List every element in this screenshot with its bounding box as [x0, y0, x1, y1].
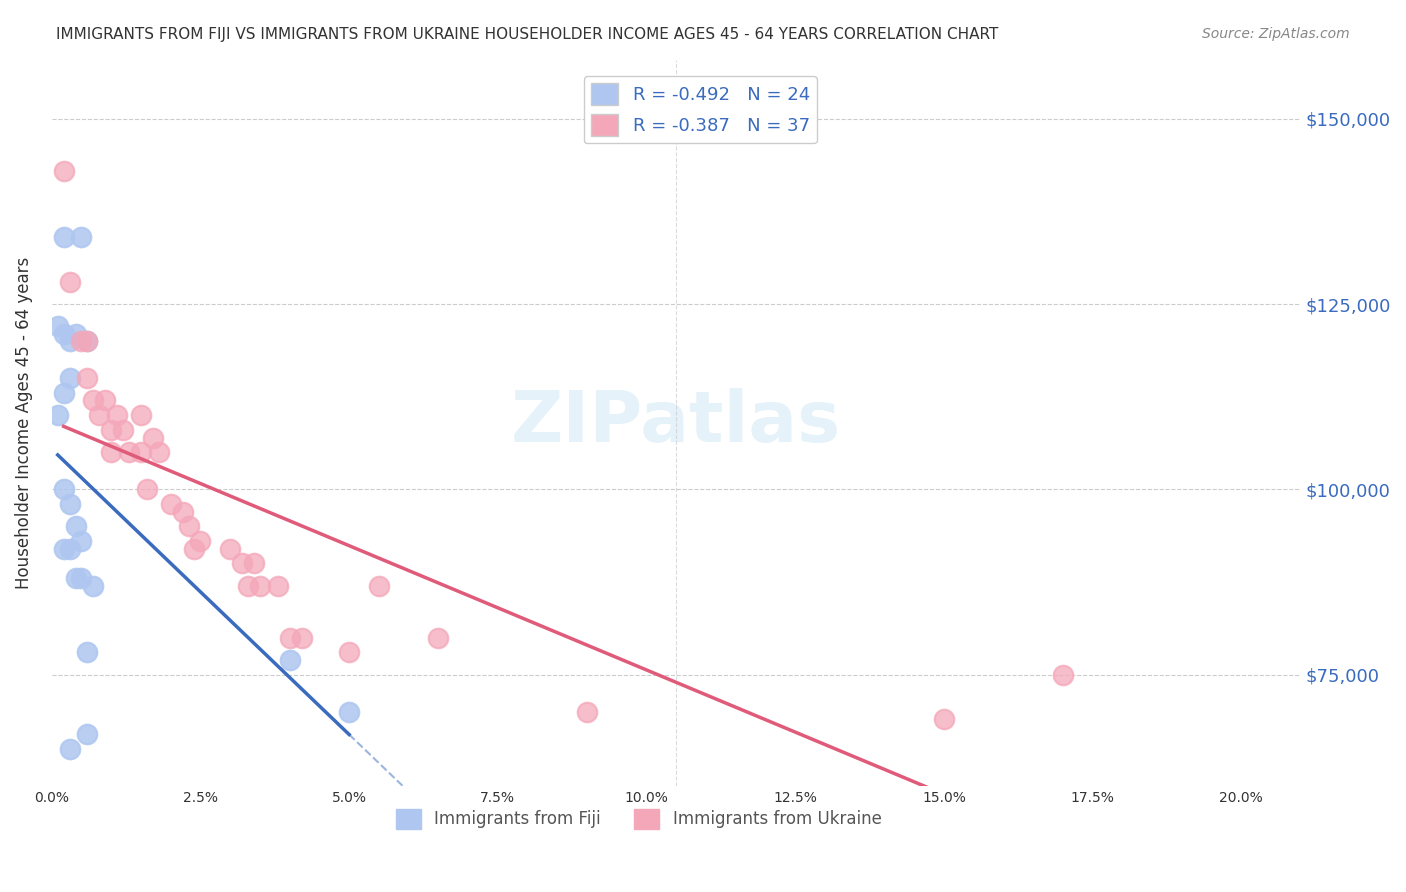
Y-axis label: Householder Income Ages 45 - 64 years: Householder Income Ages 45 - 64 years: [15, 257, 32, 589]
Point: [52, 163, 75, 178]
Point: [58, 371, 80, 385]
Point: [129, 409, 152, 423]
Text: ZIPatlas: ZIPatlas: [512, 388, 841, 458]
Point: [219, 541, 242, 556]
Text: IMMIGRANTS FROM FIJI VS IMMIGRANTS FROM UKRAINE HOUSEHOLDER INCOME AGES 45 - 64 : IMMIGRANTS FROM FIJI VS IMMIGRANTS FROM …: [56, 27, 998, 42]
Point: [94, 393, 117, 408]
Point: [427, 631, 450, 645]
Point: [58, 497, 80, 511]
Point: [82, 579, 104, 593]
Point: [65, 571, 87, 585]
Point: [231, 557, 253, 571]
Point: [236, 579, 259, 593]
Point: [58, 275, 80, 289]
Point: [76, 334, 98, 348]
Point: [159, 497, 181, 511]
Point: [46, 319, 69, 334]
Point: [932, 712, 955, 726]
Point: [142, 430, 165, 444]
Legend: Immigrants from Fiji, Immigrants from Ukraine: Immigrants from Fiji, Immigrants from Uk…: [389, 802, 889, 836]
Point: [52, 541, 75, 556]
Point: [183, 541, 205, 556]
Point: [76, 727, 98, 741]
Point: [105, 409, 128, 423]
Point: [76, 371, 98, 385]
Point: [278, 653, 301, 667]
Point: [52, 386, 75, 401]
Point: [100, 445, 122, 459]
Point: [1052, 667, 1074, 681]
Point: [52, 483, 75, 497]
Point: [278, 631, 301, 645]
Point: [52, 230, 75, 244]
Point: [148, 445, 170, 459]
Point: [337, 705, 360, 719]
Point: [129, 445, 152, 459]
Point: [243, 557, 266, 571]
Point: [58, 334, 80, 348]
Point: [100, 423, 122, 437]
Point: [82, 393, 104, 408]
Point: [135, 483, 157, 497]
Point: [52, 326, 75, 341]
Point: [118, 445, 141, 459]
Point: [112, 423, 135, 437]
Point: [70, 334, 93, 348]
Point: [190, 534, 212, 549]
Point: [177, 519, 200, 533]
Point: [337, 645, 360, 659]
Point: [290, 631, 312, 645]
Point: [65, 519, 87, 533]
Point: [172, 505, 194, 519]
Point: [576, 705, 599, 719]
Point: [70, 534, 93, 549]
Point: [65, 326, 87, 341]
Point: [58, 741, 80, 756]
Point: [70, 571, 93, 585]
Point: [46, 409, 69, 423]
Point: [267, 579, 290, 593]
Point: [367, 579, 389, 593]
Text: Source: ZipAtlas.com: Source: ZipAtlas.com: [1202, 27, 1350, 41]
Point: [76, 334, 98, 348]
Point: [249, 579, 271, 593]
Point: [70, 230, 93, 244]
Point: [89, 409, 111, 423]
Point: [76, 645, 98, 659]
Point: [58, 541, 80, 556]
